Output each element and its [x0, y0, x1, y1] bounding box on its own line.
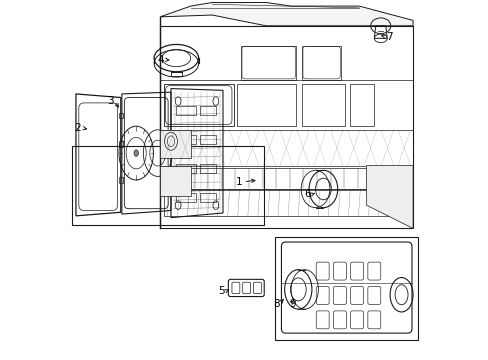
Bar — [163, 168, 412, 189]
Bar — [199, 164, 215, 173]
Text: 3: 3 — [107, 96, 113, 106]
Bar — [119, 177, 123, 183]
Bar — [176, 135, 196, 144]
Bar — [199, 135, 215, 144]
Bar — [119, 141, 123, 147]
Text: 9: 9 — [289, 299, 295, 309]
Bar — [163, 84, 233, 126]
Bar — [176, 193, 196, 202]
Bar — [119, 113, 123, 118]
Text: 4: 4 — [157, 55, 163, 65]
Bar — [176, 107, 196, 116]
Bar — [237, 84, 296, 126]
Bar — [163, 190, 412, 216]
Text: 8: 8 — [273, 299, 280, 309]
Bar — [274, 237, 418, 339]
Bar — [72, 146, 264, 225]
Bar — [301, 84, 344, 126]
Bar — [301, 45, 341, 80]
Bar — [349, 84, 373, 126]
Text: 2: 2 — [75, 123, 81, 133]
Ellipse shape — [134, 150, 138, 156]
Text: 1: 1 — [236, 177, 242, 187]
Text: 5: 5 — [218, 286, 224, 296]
Text: 7: 7 — [386, 32, 392, 41]
Polygon shape — [160, 130, 190, 158]
Polygon shape — [366, 166, 412, 228]
Bar — [199, 193, 215, 202]
Bar — [241, 45, 296, 80]
Polygon shape — [160, 166, 190, 196]
Bar — [160, 26, 412, 228]
Text: 6: 6 — [304, 189, 310, 199]
Polygon shape — [160, 3, 412, 26]
Bar — [199, 107, 215, 116]
Bar — [176, 164, 196, 173]
